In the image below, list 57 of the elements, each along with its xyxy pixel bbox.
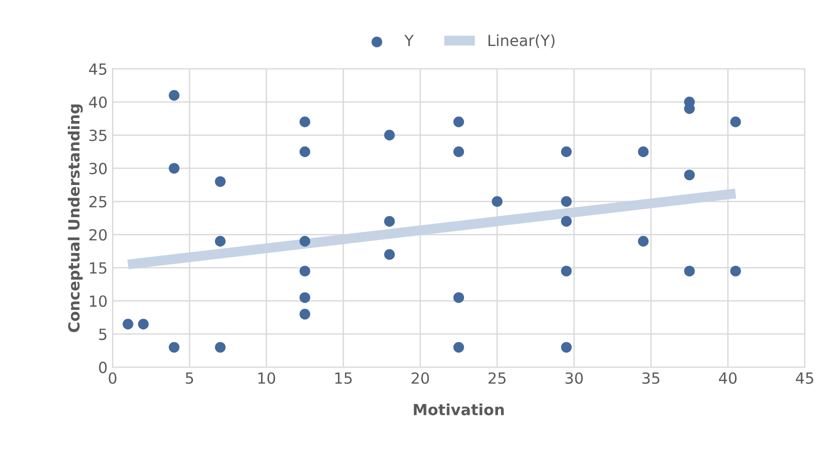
- x-tick-label: 5: [186, 372, 194, 384]
- point: [561, 146, 572, 158]
- point: [492, 196, 503, 207]
- point: [168, 342, 180, 353]
- y-tick-label: 5: [99, 328, 106, 340]
- x-tick-label: 45: [796, 372, 814, 384]
- y-tick-label: 15: [90, 262, 106, 274]
- y-tick-label: 35: [89, 130, 106, 142]
- point: [300, 146, 310, 158]
- point: [214, 176, 226, 187]
- point: [730, 116, 741, 128]
- point: [300, 266, 310, 276]
- point: [453, 292, 464, 303]
- point: [138, 318, 149, 330]
- point: [300, 116, 310, 128]
- y-tick-label: 30: [89, 162, 107, 174]
- point: [122, 318, 134, 330]
- y-tick-label: 40: [89, 96, 107, 108]
- point: [214, 342, 226, 353]
- point: [384, 249, 395, 260]
- point: [638, 146, 649, 158]
- legend-label: Linear(Y): [488, 34, 554, 48]
- point: [300, 308, 310, 320]
- point: [684, 170, 695, 180]
- x-tick-label: 0: [108, 372, 116, 384]
- point: [684, 266, 695, 276]
- point: [214, 236, 226, 247]
- x-tick-label: 25: [488, 372, 506, 384]
- y-tick-label: 25: [89, 196, 106, 208]
- point: [453, 146, 464, 158]
- point: [561, 196, 572, 207]
- x-tick-label: 15: [335, 372, 352, 384]
- x-tick-label: 20: [412, 372, 429, 384]
- y-tick-label: 20: [89, 229, 107, 241]
- y-axis-title: Conceptual Understanding: [68, 104, 83, 332]
- x-tick-label: 30: [566, 372, 583, 384]
- y-tick-label: 10: [90, 295, 107, 307]
- legend-label: Y: [404, 34, 414, 46]
- point: [638, 236, 649, 247]
- x-tick-label: 40: [718, 372, 737, 384]
- point: [300, 236, 310, 247]
- point: [453, 342, 464, 353]
- y-tick-label: 45: [89, 64, 106, 75]
- x-axis-title: Motivation: [414, 404, 504, 416]
- point: [168, 162, 180, 174]
- x-tick-label: 10: [258, 372, 276, 384]
- point: [561, 216, 572, 227]
- y-tick-label: 0: [99, 362, 107, 374]
- point: [300, 292, 310, 303]
- point: [730, 266, 741, 276]
- x-tick-label: 35: [642, 372, 660, 384]
- point: [384, 130, 395, 141]
- point: [561, 342, 572, 353]
- point: [561, 266, 572, 276]
- point: [168, 90, 180, 101]
- point: [453, 116, 464, 128]
- point: [384, 216, 395, 227]
